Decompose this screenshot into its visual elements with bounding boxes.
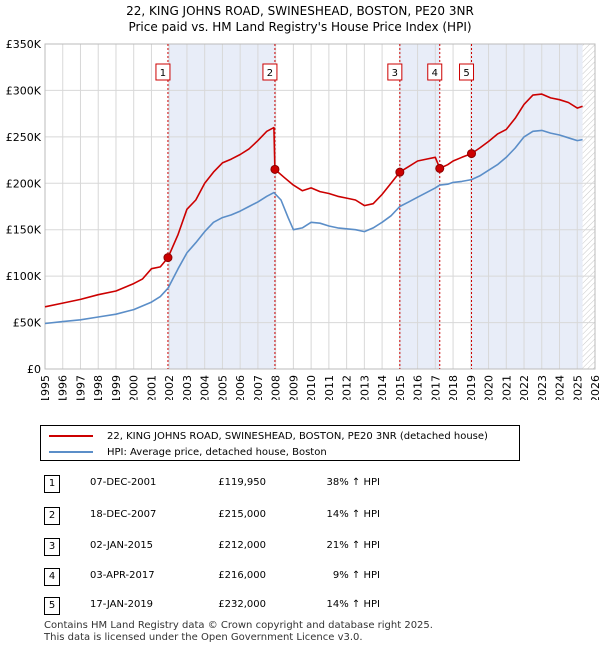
legend-swatch-hpi: [49, 451, 93, 453]
transaction-date: 07-DEC-2001: [90, 477, 157, 488]
x-tick-label: 2004: [199, 375, 212, 400]
transaction-row: 4 03-APR-2017 £216,000 9% ↑ HPI: [0, 568, 600, 588]
marker-label-box: [262, 63, 278, 81]
x-tick-label: 2021: [500, 375, 513, 400]
price-chart: £0 £50K £100K £150K £200K £250K £300K £350K 1995…: [6, 38, 600, 400]
transaction-price: £215,000: [218, 509, 266, 520]
transaction-hpi-change: 9% ↑ HPI: [332, 570, 380, 581]
transaction-date: 17-JAN-2019: [90, 599, 154, 610]
x-tick-label: 1997: [74, 375, 87, 400]
y-tick-label: £0: [27, 363, 41, 376]
x-tick-label: 2016: [412, 375, 425, 400]
chart-subtitle: Price paid vs. HM Land Registry's House …: [128, 20, 472, 34]
x-tick-label: 2022: [518, 375, 531, 400]
transaction-date: 03-APR-2017: [90, 570, 155, 581]
transaction-row: 5 17-JAN-2019 £232,000 14% ↑ HPI: [0, 597, 600, 617]
x-tick-label: 2003: [181, 375, 194, 400]
transaction-date: 18-DEC-2007: [90, 509, 157, 520]
marker-label-box: [155, 63, 171, 81]
transaction-price: £216,000: [218, 570, 266, 581]
y-tick-label: £250K: [6, 131, 42, 144]
x-tick-label: 2018: [447, 375, 460, 400]
marker-label: 3: [392, 68, 398, 79]
transaction-price: £232,000: [218, 599, 266, 610]
marker-label-box: [427, 63, 443, 81]
x-tick-label: 2009: [287, 375, 300, 400]
x-tick-label: 2002: [163, 375, 176, 400]
y-tick-label: £150K: [6, 224, 42, 237]
marker-label: 4: [432, 68, 438, 79]
marker-label: 1: [160, 68, 166, 79]
x-tick-label: 2014: [376, 375, 389, 400]
x-tick-label: 2008: [270, 375, 283, 400]
y-tick-label: £350K: [6, 38, 42, 51]
transaction-date: 02-JAN-2015: [90, 540, 154, 551]
property-price-line: [44, 93, 583, 308]
x-tick-label: 2007: [252, 375, 265, 400]
footer-copyright: Contains HM Land Registry data © Crown c…: [44, 620, 433, 631]
x-tick-label: 2013: [358, 375, 371, 400]
x-tick-label: 1998: [92, 375, 105, 400]
transaction-row: 1 07-DEC-2001 £119,950 38% ↑ HPI: [0, 475, 600, 495]
y-tick-label: £100K: [6, 270, 42, 283]
transaction-price: £119,950: [218, 477, 266, 488]
transaction-hpi-change: 14% ↑ HPI: [326, 509, 380, 520]
legend: 22, KING JOHNS ROAD, SWINESHEAD, BOSTON,…: [40, 425, 520, 461]
x-tick-label: 2010: [305, 375, 318, 400]
transaction-hpi-change: 14% ↑ HPI: [326, 599, 380, 610]
forecast-hatch: [582, 44, 595, 369]
y-tick-label: £300K: [6, 84, 42, 97]
marker-label-box: [459, 63, 475, 81]
transaction-row: 2 18-DEC-2007 £215,000 14% ↑ HPI: [0, 507, 600, 527]
x-tick-label: 2000: [128, 375, 141, 400]
footer-licence: This data is licensed under the Open Gov…: [44, 632, 363, 643]
marker-label: 5: [463, 68, 469, 79]
y-tick-label: £50K: [13, 317, 42, 330]
marker-label-box: [387, 63, 403, 81]
transaction-price: £212,000: [218, 540, 266, 551]
x-tick-label: 2001: [145, 375, 158, 400]
x-tick-label: 2024: [554, 375, 567, 400]
chart-title: 22, KING JOHNS ROAD, SWINESHEAD, BOSTON,…: [126, 4, 474, 18]
transaction-number: 4: [44, 568, 60, 586]
x-tick-label: 2006: [234, 375, 247, 400]
sale-point: [395, 167, 405, 177]
x-tick-label: 2017: [429, 375, 442, 400]
transaction-number: 1: [44, 475, 60, 493]
ownership-band: [471, 44, 583, 369]
legend-swatch-property: [49, 435, 93, 437]
sale-point: [270, 164, 280, 174]
plot-frame: [44, 43, 596, 370]
sale-point: [163, 253, 173, 263]
transaction-number: 2: [44, 507, 60, 525]
legend-item-property: 22, KING JOHNS ROAD, SWINESHEAD, BOSTON,…: [49, 428, 488, 444]
legend-item-hpi: HPI: Average price, detached house, Bost…: [49, 444, 327, 460]
x-tick-label: 2025: [571, 375, 584, 400]
x-tick-label: 1999: [110, 375, 123, 400]
legend-label-hpi: HPI: Average price, detached house, Bost…: [107, 446, 327, 458]
ownership-band: [167, 44, 275, 369]
y-tick-label: £200K: [6, 177, 42, 190]
x-tick-label: 1995: [39, 375, 52, 400]
x-tick-label: 2011: [323, 375, 336, 400]
ownership-band: [399, 44, 440, 369]
legend-label-property: 22, KING JOHNS ROAD, SWINESHEAD, BOSTON,…: [107, 430, 488, 442]
x-tick-label: 2012: [341, 375, 354, 400]
transaction-number: 5: [44, 597, 60, 615]
transaction-hpi-change: 21% ↑ HPI: [326, 540, 380, 551]
x-tick-label: 2019: [465, 375, 478, 400]
x-tick-label: 1996: [57, 375, 70, 400]
transaction-hpi-change: 38% ↑ HPI: [326, 477, 380, 488]
transaction-row: 3 02-JAN-2015 £212,000 21% ↑ HPI: [0, 538, 600, 558]
x-tick-label: 2005: [216, 375, 229, 400]
hpi-line: [44, 129, 583, 325]
x-tick-label: 2020: [483, 375, 496, 400]
transaction-number: 3: [44, 538, 60, 556]
sale-point: [467, 149, 477, 159]
marker-label: 2: [267, 68, 273, 79]
x-tick-label: 2015: [394, 375, 407, 400]
sale-point: [435, 163, 445, 173]
x-tick-label: 2023: [536, 375, 549, 400]
x-tick-label: 2026: [589, 375, 600, 400]
